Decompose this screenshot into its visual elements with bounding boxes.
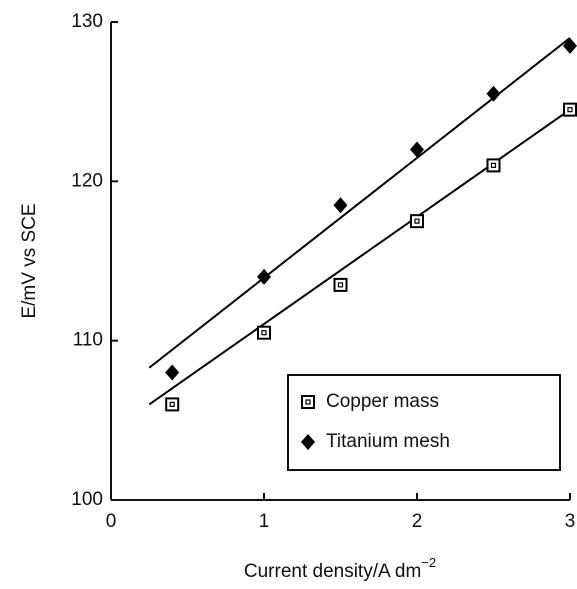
marker-square bbox=[410, 214, 424, 229]
marker-inner bbox=[567, 107, 573, 113]
marker-inner bbox=[305, 399, 311, 405]
marker-square bbox=[301, 395, 315, 409]
legend: Copper mass Titanium mesh bbox=[287, 374, 561, 471]
marker-inner bbox=[490, 162, 497, 168]
marker-diamond bbox=[165, 364, 180, 381]
marker-square bbox=[486, 158, 501, 173]
marker-diamond bbox=[486, 85, 501, 102]
x-tick-label: 0 bbox=[106, 511, 117, 532]
marker-inner bbox=[337, 282, 344, 288]
marker-square bbox=[257, 325, 271, 340]
marker-square bbox=[333, 277, 348, 292]
marker-outer bbox=[165, 397, 180, 412]
x-axis-label-exponent: −2 bbox=[421, 555, 436, 570]
fit-line bbox=[148, 37, 571, 369]
marker-outer bbox=[257, 325, 271, 340]
marker-diamond bbox=[257, 268, 271, 285]
fit-line bbox=[148, 108, 571, 406]
marker-inner bbox=[169, 401, 175, 407]
marker-diamond bbox=[410, 141, 424, 158]
marker-diamond bbox=[301, 434, 315, 450]
x-tick-label: 2 bbox=[412, 511, 423, 532]
marker-outer bbox=[301, 395, 315, 409]
marker-diamond bbox=[563, 37, 577, 54]
x-axis-label-text: Current density/A dm bbox=[244, 561, 421, 582]
y-tick-label: 100 bbox=[71, 489, 103, 510]
x-axis-label: Current density/A dm−2 bbox=[244, 555, 436, 582]
marker-outer bbox=[563, 102, 577, 117]
marker-inner bbox=[261, 330, 267, 336]
marker-inner bbox=[414, 218, 420, 224]
marker-outer bbox=[486, 158, 501, 173]
marker-diamond bbox=[333, 197, 348, 214]
legend-box bbox=[287, 374, 561, 471]
y-tick-label: 130 bbox=[71, 11, 103, 32]
legend-label: Copper mass bbox=[326, 391, 439, 412]
marker-square bbox=[563, 102, 577, 117]
y-axis-label: E/mV vs SCE bbox=[19, 203, 40, 318]
y-tick-label: 120 bbox=[71, 170, 103, 191]
x-tick-label: 3 bbox=[565, 511, 576, 532]
marker-outer bbox=[333, 277, 348, 292]
y-tick-label: 110 bbox=[73, 330, 103, 351]
marker-square bbox=[165, 397, 180, 412]
legend-label: Titanium mesh bbox=[326, 431, 450, 452]
marker-outer bbox=[410, 214, 424, 229]
x-tick-label: 1 bbox=[259, 511, 270, 532]
